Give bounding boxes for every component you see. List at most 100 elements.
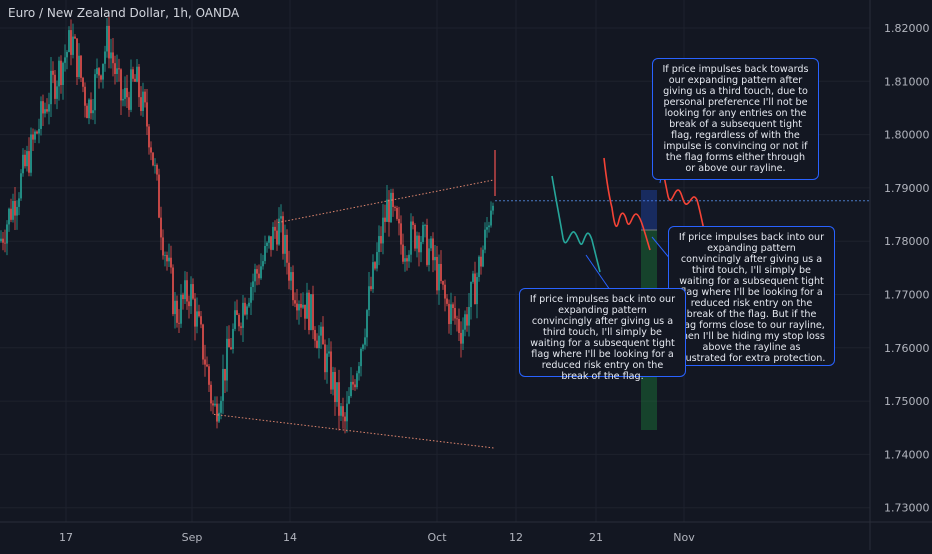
candle-body [42,101,44,114]
candle-body [328,351,330,354]
candle-body [100,75,102,80]
candle-body [390,192,392,223]
candle-body [200,316,202,325]
candle-body [408,254,410,262]
candle-body [304,304,306,319]
y-axis-label: 1.77000 [884,289,930,302]
candle-body [208,366,210,385]
candle-body [352,381,354,385]
note-box-middle[interactable]: If price impulses back into our expandin… [519,288,686,382]
candle-body [260,266,262,279]
candle-body [300,304,302,308]
candle-body [188,301,190,307]
candle-body [356,373,358,388]
candle-body [492,205,494,211]
candle-body [248,302,250,307]
candle-body [228,338,230,348]
candle-body [442,280,444,285]
candle-body [198,311,200,317]
candle-body [378,236,380,253]
candle-body [416,235,418,249]
candle-body [178,322,180,324]
candle-body [96,68,98,75]
candle-body [360,348,362,367]
candle-body [268,236,270,243]
candle-body [74,36,76,39]
candle-body [238,314,240,327]
candle-body [14,200,16,216]
candle-body [190,284,192,307]
candle-body [314,329,316,341]
candle-body [462,329,464,344]
candle-body [98,68,100,76]
candle-body [466,314,468,326]
candle-body [412,221,414,225]
candle-body [468,307,470,326]
candle-body [436,256,438,291]
note-box-top-right[interactable]: If price impulses back towards our expan… [652,58,819,180]
candle-body [310,294,312,331]
candle-body [56,86,58,99]
candle-body [386,199,388,222]
candle-body [330,351,332,390]
candle-body [430,238,432,249]
candle-body [70,30,72,55]
candle-body [8,208,10,225]
y-axis-label: 1.74000 [884,448,930,461]
candle-body [400,223,402,245]
candle-body [158,174,160,218]
note-box-middle-right[interactable]: If price impulses back into our expandin… [668,226,835,366]
candle-body [186,280,188,302]
candle-body [180,294,182,324]
candle-body [326,353,328,373]
candle-body [474,273,476,305]
candle-body [168,257,170,262]
projection-red-2 [655,137,706,235]
candle-body [396,207,398,219]
candle-body [120,69,122,101]
candle-body [232,328,234,350]
candle-body [54,74,56,99]
chart-title: Euro / New Zealand Dollar, 1h, OANDA [8,6,240,20]
candle-body [358,366,360,374]
x-axis-label: Oct [427,531,447,544]
upper-rayline [277,179,495,224]
candle-body [218,412,220,422]
candle-body [350,381,352,397]
candle-body [446,298,448,304]
projection-green [551,175,601,273]
candle-body [288,262,290,281]
candle-body [118,68,120,70]
candle-body [410,221,412,255]
candle-body [80,55,82,78]
candle-body [28,151,30,173]
candle-body [382,217,384,244]
y-axis-label: 1.78000 [884,235,930,248]
candle-body [86,105,88,119]
candle-body [122,98,124,101]
candle-body [336,382,338,403]
candle-body [344,416,346,422]
candle-body [434,256,436,261]
candle-body [78,55,80,78]
candle-body [64,57,66,63]
candle-body [308,292,310,331]
candle-body [290,272,292,281]
candle-body [66,52,68,58]
candle-body [484,229,486,250]
candle-body [292,272,294,301]
candle-body [428,248,430,265]
candle-body [256,269,258,274]
candle-body [284,234,286,254]
candle-body [230,347,232,350]
candle-body [242,302,244,328]
candle-body [418,235,420,253]
candle-body [76,38,78,78]
candle-body [182,294,184,300]
candle-body [136,66,138,82]
candle-body [254,269,256,282]
x-axis-label: 12 [509,531,523,544]
candle-body [114,63,116,75]
candle-body [282,216,284,254]
